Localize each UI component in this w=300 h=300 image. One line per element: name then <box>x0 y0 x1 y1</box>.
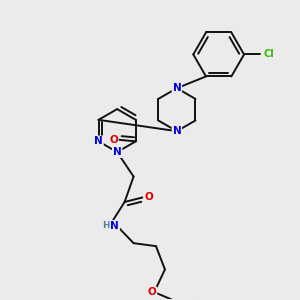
Text: O: O <box>144 193 153 202</box>
Text: N: N <box>113 147 122 157</box>
Text: O: O <box>148 287 157 297</box>
Text: Cl: Cl <box>263 50 274 59</box>
Text: O: O <box>109 135 118 145</box>
Text: H: H <box>102 221 110 230</box>
Text: N: N <box>172 83 181 93</box>
Text: N: N <box>172 126 181 136</box>
Text: N: N <box>94 136 103 146</box>
Text: N: N <box>110 221 119 231</box>
